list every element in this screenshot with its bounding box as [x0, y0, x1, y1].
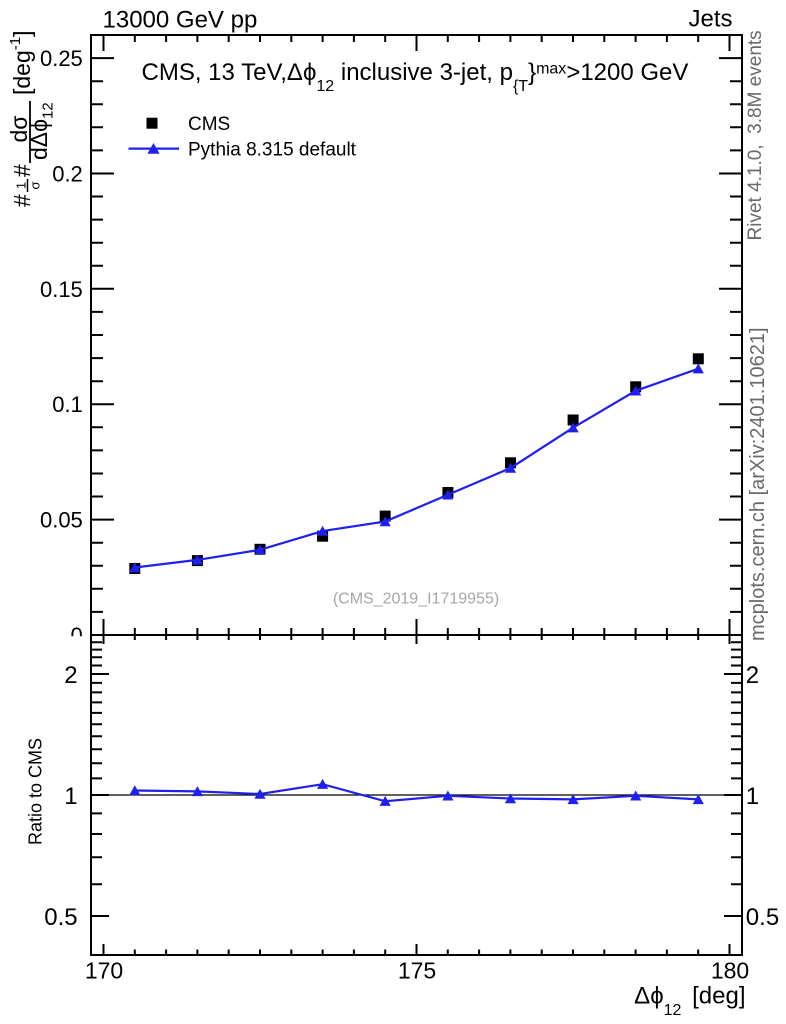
svg-text:1: 1	[64, 783, 77, 810]
svg-text:#: #	[9, 194, 35, 207]
svg-text:0.5: 0.5	[746, 904, 779, 931]
svg-text:Rivet 4.1.0, 3.8M events: Rivet 4.1.0, 3.8M events	[745, 30, 766, 240]
svg-text:0.15: 0.15	[40, 277, 83, 302]
svg-text:(CMS_2019_I1719955): (CMS_2019_I1719955)	[333, 591, 499, 608]
svg-text:0.25: 0.25	[40, 46, 83, 71]
svg-text:13000 GeV pp: 13000 GeV pp	[103, 7, 258, 34]
svg-text:0.1: 0.1	[52, 392, 83, 417]
svg-text:#: #	[9, 164, 35, 177]
svg-text:mcplots.cern.ch [arXiv:2401.10: mcplots.cern.ch [arXiv:2401.10621]	[747, 327, 769, 641]
svg-text:Pythia 8.315 default: Pythia 8.315 default	[188, 140, 357, 161]
svg-text:1: 1	[746, 783, 759, 810]
svg-text:2: 2	[64, 662, 77, 689]
svg-text:Ratio to CMS: Ratio to CMS	[26, 738, 46, 845]
svg-text:175: 175	[398, 958, 436, 984]
svg-text:Jets: Jets	[688, 6, 732, 33]
svg-text:0.05: 0.05	[40, 508, 83, 533]
svg-text:dσ: dσ	[6, 116, 32, 143]
svg-text:1: 1	[14, 182, 29, 189]
svg-text:dΔϕ12: dΔϕ12	[26, 102, 57, 160]
svg-text:180: 180	[711, 958, 749, 984]
svg-text:CMS: CMS	[188, 114, 230, 135]
svg-text:2: 2	[746, 662, 759, 689]
svg-text:0.5: 0.5	[44, 904, 77, 931]
svg-text:170: 170	[85, 958, 123, 984]
svg-text:0.2: 0.2	[52, 162, 83, 187]
svg-text:σ: σ	[28, 181, 43, 189]
